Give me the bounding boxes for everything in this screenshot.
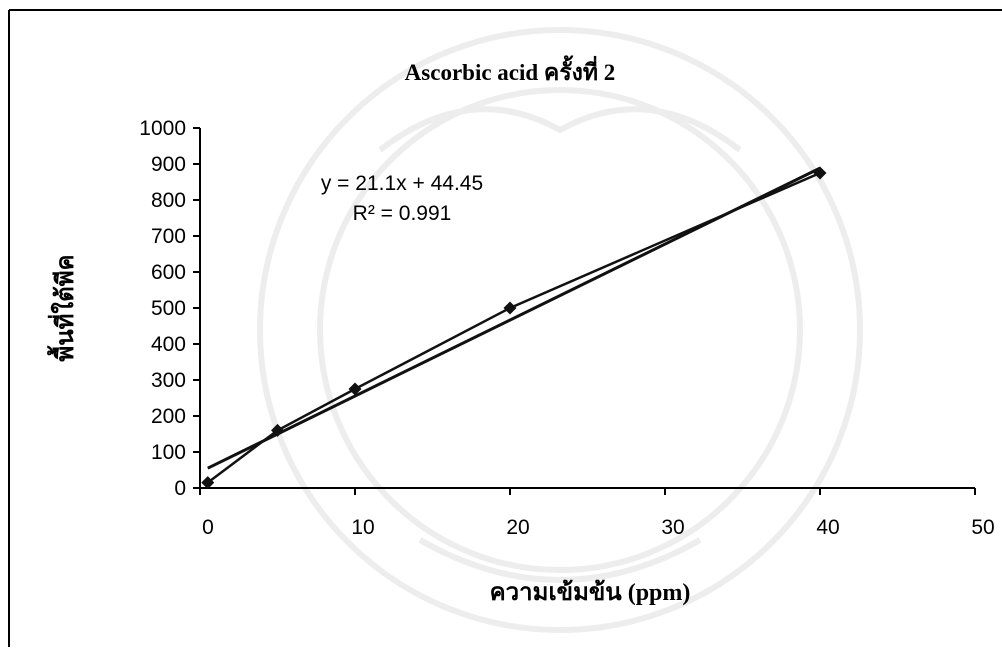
tick-labels: 0 100 200 300 400 500 600 700 800 900 1000 0 10 20 30 4… — [139, 117, 994, 539]
series-group — [201, 166, 827, 490]
watermark — [257, 27, 863, 633]
chart-title: Ascorbic acid ครั้งที่ 2 — [405, 55, 616, 85]
data-point — [503, 301, 517, 315]
series-line — [207, 171, 821, 484]
y-tick-label: 300 — [151, 369, 186, 392]
x-tick-label: 0 — [202, 516, 214, 539]
x-tick-label: 20 — [506, 516, 529, 539]
y-tick-label: 900 — [151, 153, 186, 176]
data-point — [348, 382, 362, 396]
y-tick-label: 100 — [151, 441, 186, 464]
x-tick-label: 40 — [816, 516, 839, 539]
trendline-equation: y = 21.1x + 44.45 — [321, 172, 483, 195]
trendline-r2: R² = 0.991 — [353, 202, 452, 225]
x-axis-label: ความเข้มข้น (ppm) — [490, 579, 691, 606]
data-point — [201, 476, 215, 490]
y-tick-label: 500 — [151, 297, 186, 320]
y-tick-label: 700 — [151, 225, 186, 248]
y-tick-label: 600 — [151, 261, 186, 284]
y-tick-label: 0 — [174, 477, 186, 500]
data-point — [271, 423, 284, 437]
y-tick-label: 800 — [151, 189, 186, 212]
y-axis-label: พื้นที่ใต้พีค — [46, 254, 79, 361]
y-tick-label: 400 — [151, 333, 186, 356]
x-tick-label: 10 — [351, 516, 374, 539]
x-tick-label: 50 — [971, 516, 994, 539]
axes — [193, 127, 976, 495]
data-point — [813, 166, 827, 180]
y-tick-label: 200 — [151, 405, 186, 428]
y-tick-label: 1000 — [139, 117, 186, 140]
x-tick-label: 30 — [661, 516, 684, 539]
